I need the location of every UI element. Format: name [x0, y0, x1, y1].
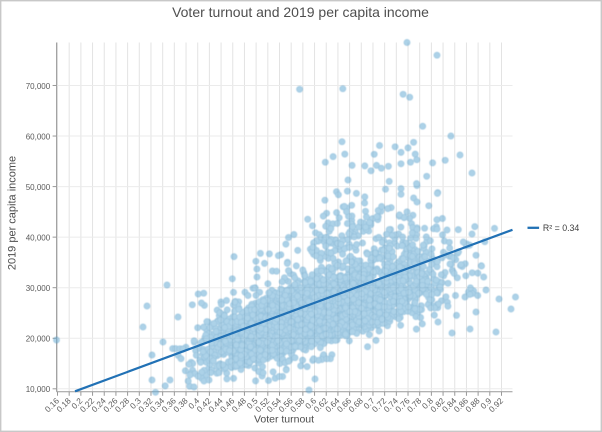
svg-text:10,000: 10,000 — [26, 385, 51, 394]
svg-text:70,000: 70,000 — [26, 82, 51, 91]
svg-text:20,000: 20,000 — [26, 335, 51, 344]
svg-text:R² = 0.34: R² = 0.34 — [543, 223, 580, 233]
svg-text:Voter turnout and 2019 per cap: Voter turnout and 2019 per capita income — [172, 4, 429, 20]
svg-text:40,000: 40,000 — [26, 234, 51, 243]
svg-text:2019 per capita income: 2019 per capita income — [7, 156, 19, 270]
svg-text:30,000: 30,000 — [26, 284, 51, 293]
svg-text:50,000: 50,000 — [26, 183, 51, 192]
svg-text:Voter turnout: Voter turnout — [254, 413, 314, 425]
svg-text:60,000: 60,000 — [26, 132, 51, 141]
